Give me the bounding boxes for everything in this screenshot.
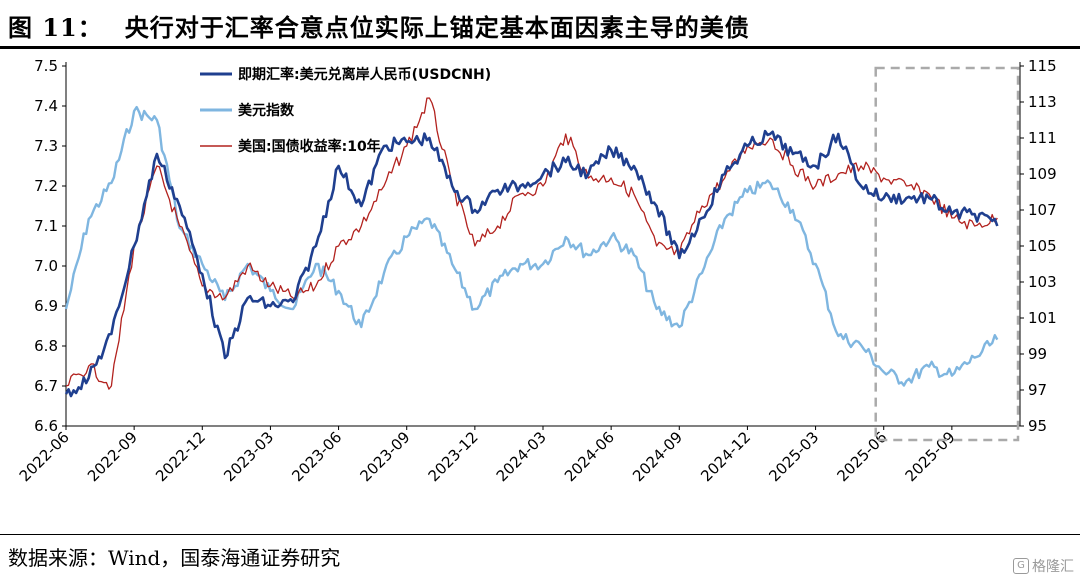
y-right-tick-label: 109 [1028,165,1057,183]
y-left-tick-label: 7.1 [34,217,58,235]
x-tick-label: 2023-12 [425,428,482,485]
source-rule [0,534,1080,535]
x-tick-label: 2022-09 [84,428,141,485]
y-left-tick-label: 7.3 [34,137,58,155]
legend-label-3: 美国:国债收益率:10年 [238,138,381,155]
legend-label-2: 美元指数 [238,102,295,119]
x-tick-label: 2022-06 [16,428,73,485]
figure-title: 图 11： 央行对于汇率合意点位实际上锚定基本面因素主导的美债 [8,8,750,43]
y-right-tick-label: 107 [1028,201,1057,219]
watermark-logo-icon: G [1013,558,1029,574]
y-right-tick-label: 105 [1028,237,1057,255]
x-tick-label: 2023-06 [288,428,345,485]
series-line-2 [64,105,999,387]
highlight-box [874,66,1020,442]
series-line-3 [65,97,998,390]
line-chart: 6.6 6.7 6.8 6.9 7.0 7.1 7.2 7.3 7.4 7.5 95 97 99 101 1… [16,57,1057,485]
x-tick-label: 2025-09 [902,428,959,485]
x-tick-label: 2024-03 [493,428,550,485]
source-note: 数据来源：Wind，国泰海通证券研究 [8,546,341,570]
y-right-tick-label: 103 [1028,273,1057,291]
watermark-text: 格隆汇 [1032,559,1074,575]
y-right-tick-label: 101 [1028,309,1057,327]
x-tick-label: 2025-06 [833,428,890,485]
y-left-tick-label: 6.6 [34,417,58,435]
x-tick-label: 2025-03 [765,428,822,485]
y-left-tick-label: 7.2 [34,177,58,195]
y-right-tick-label: 97 [1028,381,1047,399]
y-right-tick-label: 99 [1028,345,1047,363]
x-tick-label: 2023-03 [220,428,277,485]
title-rule [0,46,1080,49]
legend-label-1: 即期汇率:美元兑离岸人民币(USDCNH) [238,66,491,83]
y-left-tick-label: 7.4 [34,97,58,115]
x-tick-label: 2022-12 [152,428,209,485]
y-right-tick-label: 111 [1028,129,1057,147]
y-right-tick-label: 95 [1028,417,1047,435]
y-right-tick-label: 115 [1028,57,1057,75]
watermark: G 格隆汇 [1013,556,1074,576]
x-tick-label: 2024-09 [629,428,686,485]
y-left-tick-label: 6.7 [34,377,58,395]
series-line-1 [64,129,999,398]
x-tick-label: 2023-09 [356,428,413,485]
y-left-tick-label: 6.9 [34,297,58,315]
y-left-tick-label: 6.8 [34,337,58,355]
figure-title-text: 央行对于汇率合意点位实际上锚定基本面因素主导的美债 [124,13,750,42]
y-right-tick-label: 113 [1028,93,1057,111]
y-left-tick-label: 7.5 [34,57,58,75]
figure-number: 图 11： [8,13,103,42]
y-left-tick-label: 7.0 [34,257,58,275]
x-tick-label: 2024-06 [561,428,618,485]
x-tick-label: 2024-12 [697,428,754,485]
